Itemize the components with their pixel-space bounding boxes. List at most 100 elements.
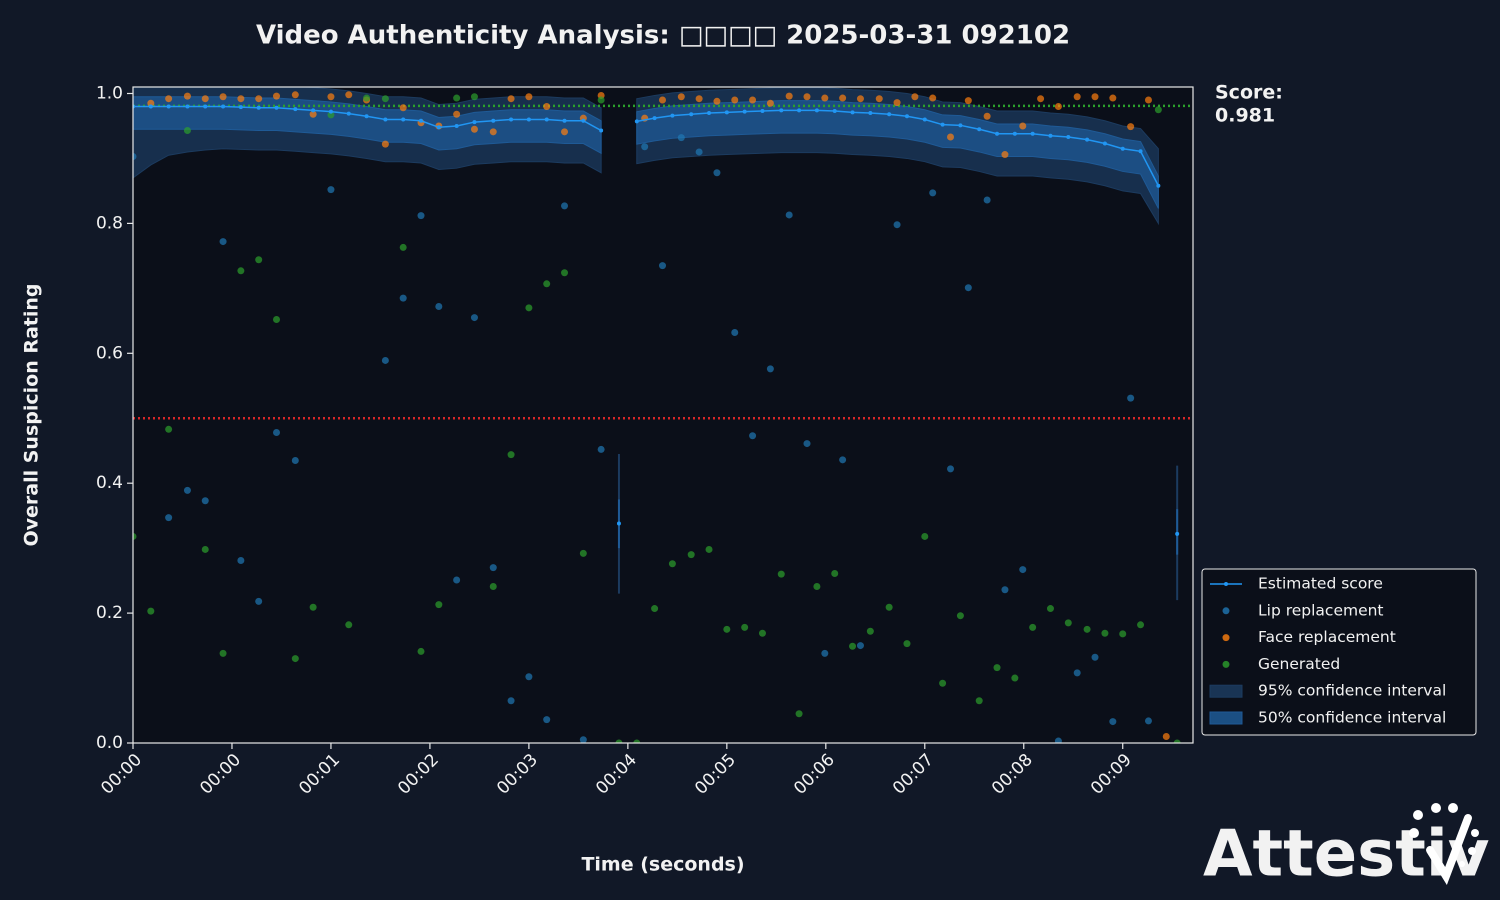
scatter-point — [327, 186, 335, 194]
x-tick-label: 00:09 — [1087, 750, 1136, 799]
scatter-point — [677, 93, 685, 101]
estimate-point — [760, 109, 765, 114]
scatter-point — [785, 211, 793, 219]
estimate-point — [274, 105, 279, 110]
scatter-point — [731, 329, 739, 337]
scatter-point — [165, 95, 173, 103]
scatter-point — [821, 94, 829, 102]
scatter-point — [255, 597, 263, 605]
scatter-point — [525, 93, 533, 101]
scatter-point — [381, 356, 389, 364]
scatter-point — [777, 570, 785, 578]
estimate-point — [491, 118, 496, 123]
scatter-point — [147, 607, 155, 615]
scatter-point — [749, 432, 757, 440]
scatter-point — [893, 221, 901, 229]
confidence-band — [133, 96, 1159, 209]
scatter-point — [1054, 102, 1062, 110]
scatter-point — [1011, 674, 1019, 682]
scatter-point — [1162, 733, 1170, 741]
y-axis-label: Overall Suspicion Rating — [21, 283, 43, 546]
estimate-point — [401, 117, 406, 122]
estimate-point — [148, 104, 153, 109]
scatter-point — [381, 140, 389, 148]
x-tick-label: 00:07 — [889, 750, 938, 799]
scatter-point — [1091, 653, 1099, 661]
scatter-point — [705, 545, 713, 553]
scatter-point — [903, 640, 911, 648]
scatter-point — [579, 736, 587, 743]
scatter-point — [677, 134, 685, 142]
scatter-point — [1127, 123, 1135, 131]
scatter-point — [687, 551, 695, 559]
scatter-point — [597, 96, 605, 104]
scatter-point — [1001, 151, 1009, 159]
scatter-point — [1144, 717, 1152, 725]
scatter-point — [183, 92, 191, 100]
scatter-point — [291, 91, 299, 99]
scatter-point — [964, 284, 972, 292]
scatter-point — [237, 95, 245, 103]
estimate-point — [922, 117, 927, 122]
estimate-point — [311, 108, 316, 113]
scatter-point — [345, 91, 353, 99]
scatter-point — [849, 642, 857, 650]
scatter-point — [489, 128, 497, 136]
scatter-point — [1073, 93, 1081, 101]
scatter-point — [1046, 605, 1054, 613]
estimate-point — [346, 111, 351, 116]
scatter-point — [525, 304, 533, 312]
scatter-point — [929, 94, 937, 102]
logo-check — [1426, 814, 1472, 886]
scatter-point — [1083, 625, 1091, 633]
estimate-point — [904, 114, 909, 119]
estimate-point — [166, 104, 171, 109]
scatter-point — [453, 94, 461, 102]
estimate-point — [868, 110, 873, 115]
estimate-point — [203, 104, 208, 109]
scatter-point — [327, 93, 335, 101]
estimate-point — [832, 109, 837, 114]
legend-marker — [1224, 582, 1228, 586]
scatter-point — [695, 95, 703, 103]
scatter-point — [507, 697, 515, 705]
estimate-point — [1102, 141, 1107, 146]
x-tick-label: 00:00 — [196, 750, 245, 799]
scatter-point — [183, 127, 191, 135]
logo-text: Attestiv — [1203, 818, 1489, 892]
scatter-point — [489, 582, 497, 590]
scatter-point — [237, 267, 245, 275]
scatter-point — [695, 148, 703, 156]
legend-label: 95% confidence interval — [1258, 682, 1446, 700]
scatter-point — [731, 96, 739, 104]
x-tick-label: 00:00 — [97, 750, 146, 799]
scatter-point — [956, 612, 964, 620]
scatter-point — [507, 95, 515, 103]
scatter-point — [856, 642, 864, 650]
scatter-point — [561, 202, 569, 210]
scatter-point — [659, 96, 667, 104]
scatter-point — [489, 564, 497, 572]
scatter-point — [1119, 630, 1127, 638]
scatter-point — [453, 110, 461, 118]
scatter-point — [597, 445, 605, 453]
scatter-point — [975, 697, 983, 705]
scatter-point — [893, 99, 901, 107]
scatter-point — [964, 97, 972, 105]
scatter-point — [219, 93, 227, 101]
scatter-point — [201, 545, 209, 553]
legend: Estimated score Lip replacement Face repla… — [1201, 568, 1477, 736]
estimate-point — [472, 120, 477, 125]
legend-patch — [1209, 684, 1243, 698]
scatter-point — [993, 664, 1001, 672]
scatter-point — [803, 440, 811, 448]
scatter-point — [507, 451, 515, 459]
scatter-point — [291, 655, 299, 663]
scatter-point — [741, 623, 749, 631]
estimate-point — [419, 118, 424, 123]
plot-area — [133, 87, 1193, 743]
x-tick-label: 00:06 — [790, 750, 839, 799]
scatter-point — [470, 314, 478, 322]
legend-label: Lip replacement — [1258, 601, 1384, 619]
